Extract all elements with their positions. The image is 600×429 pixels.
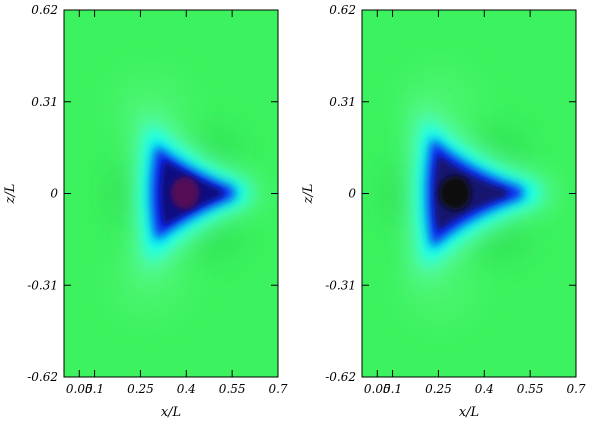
heatmap-right-x-tick-label: 0.25 xyxy=(425,382,452,396)
heatmap-right-y-tick-label: -0.31 xyxy=(325,278,356,292)
heatmap-right-xlabel: x/L xyxy=(459,405,479,420)
heatmap-left-x-tick-label: 0.25 xyxy=(127,382,154,396)
heatmap-panel-left: 0.050.1 0.25 0.4 0.55 0.7 0.62 0.31 0 -0.31 -0.62… xyxy=(3,3,288,420)
heatmap-right-y-tick-label: 0.62 xyxy=(329,3,356,17)
heatmap-left-field xyxy=(64,10,278,377)
heatmap-right-x-tick-label: 0.1 xyxy=(383,382,402,396)
heatmap-right-axes: 0.050.1 0.25 0.4 0.55 0.7 0.62 0.31 0 -0.31 -0.62 xyxy=(325,3,586,396)
heatmap-left-x-tick-label: 0.05 xyxy=(66,382,93,396)
heatmap-right-x-tick-label: 0.55 xyxy=(517,382,544,396)
heatmap-right-minimum xyxy=(439,176,471,210)
heatmap-left-x-tick-label: 0.1 xyxy=(85,382,104,396)
heatmap-left-x-tick-label: 0.55 xyxy=(219,382,246,396)
heatmap-left-axes: 0.050.1 0.25 0.4 0.55 0.7 0.62 0.31 0 -0.31 -0.62 xyxy=(27,3,288,396)
heatmap-left-y-tick-label: -0.62 xyxy=(27,370,58,384)
heatmap-left-y-tick-label: 0.31 xyxy=(31,95,58,109)
heatmap-right-y-tick-label: -0.62 xyxy=(325,370,356,384)
heatmap-panel-right: 0.050.1 0.25 0.4 0.55 0.7 0.62 0.31 0 -0.31 -0.62… xyxy=(301,3,586,420)
heatmap-left-xlabel: x/L xyxy=(161,405,181,420)
heatmap-left-y-tick-label: -0.31 xyxy=(27,278,58,292)
heatmap-left-y-tick-label: 0 xyxy=(50,187,58,201)
heatmap-left-minimum xyxy=(171,177,199,209)
heatmap-left-ylabel: z/L xyxy=(3,184,18,205)
heatmap-right-x-tick-label: 0.4 xyxy=(475,382,494,396)
heatmap-right-y-tick-label: 0 xyxy=(348,187,356,201)
heatmap-right-x-tick-label: 0.05 xyxy=(364,382,391,396)
heatmap-right-y-tick-label: 0.31 xyxy=(329,95,356,109)
heatmap-right-field xyxy=(362,10,576,377)
heatmap-left-x-tick-label: 0.7 xyxy=(268,382,287,396)
heatmap-right-ylabel: z/L xyxy=(301,184,316,205)
heatmap-right-x-tick-label: 0.7 xyxy=(566,382,585,396)
heatmap-left-x-tick-label: 0.4 xyxy=(177,382,196,396)
heatmap-left-y-tick-label: 0.62 xyxy=(31,3,58,17)
